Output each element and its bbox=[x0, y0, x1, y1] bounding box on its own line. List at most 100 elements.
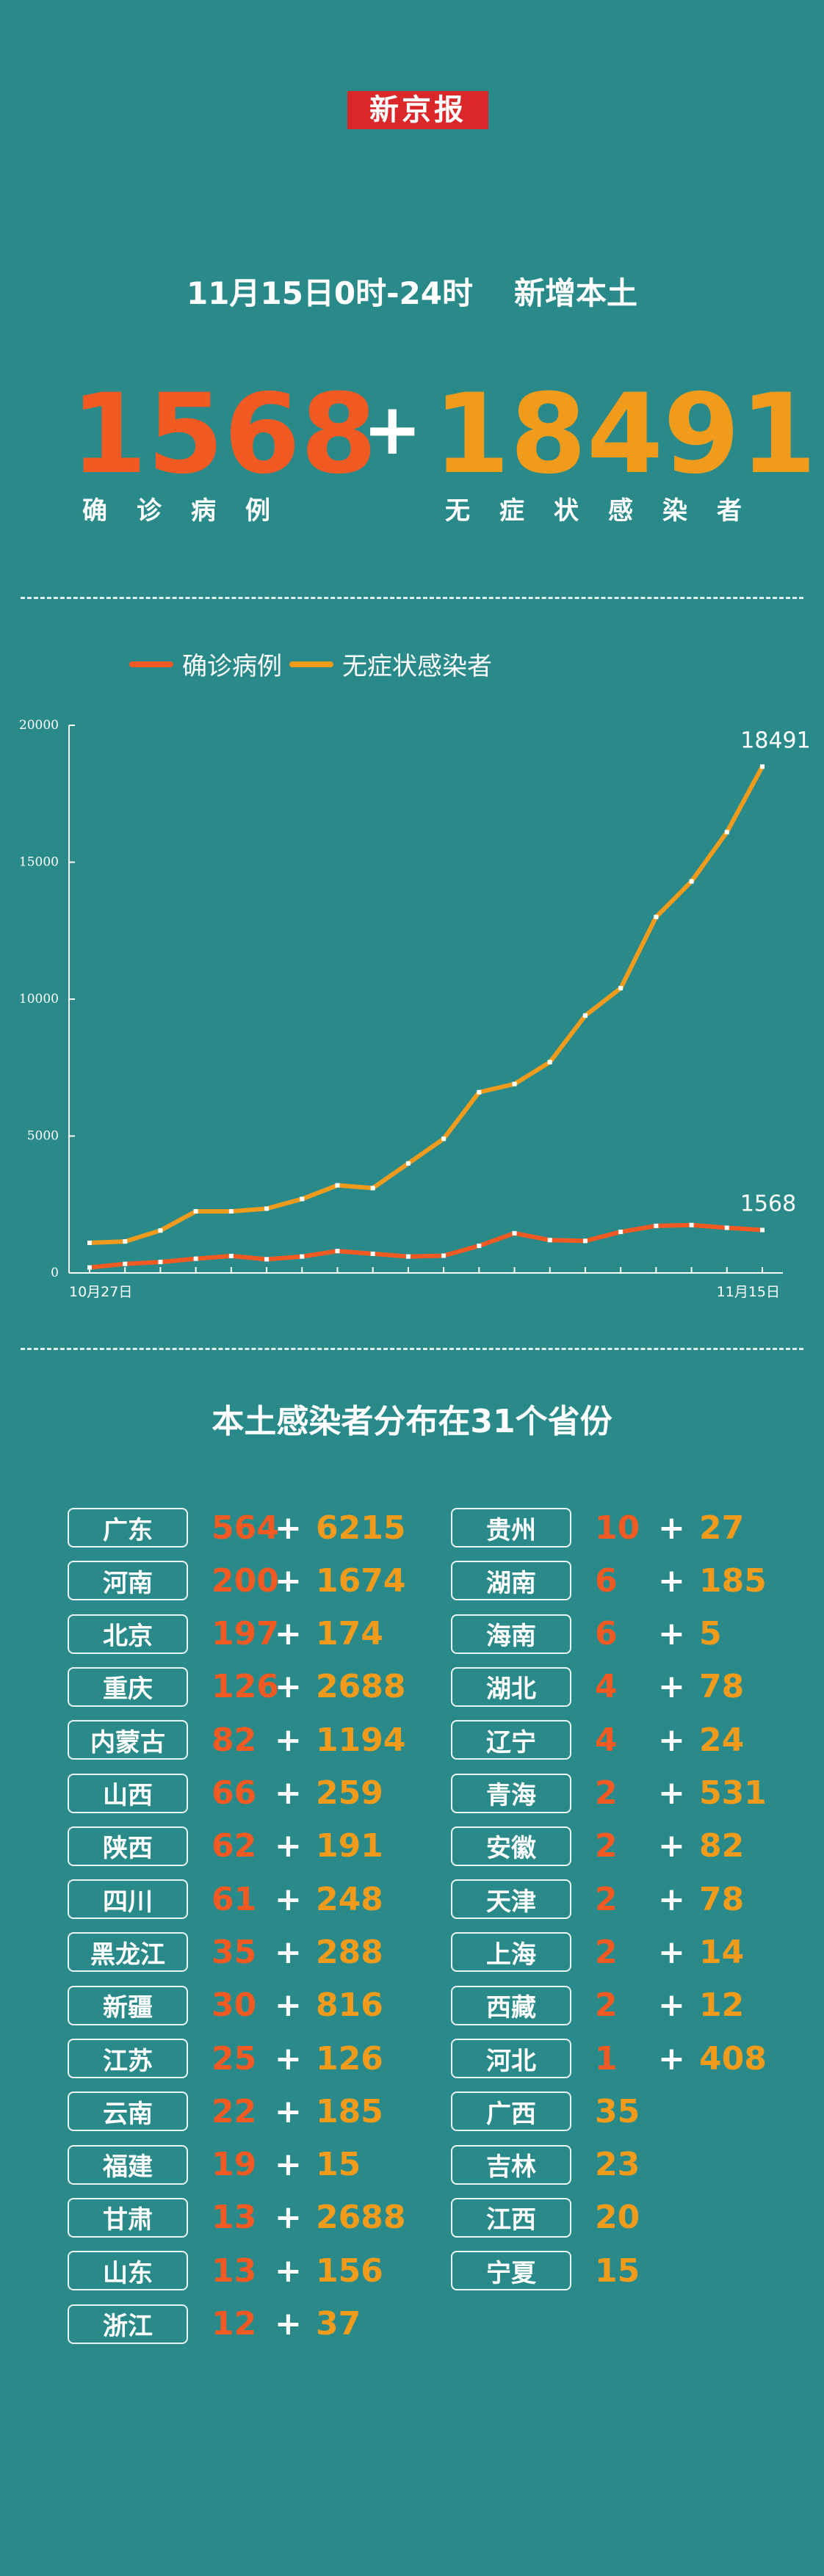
data-point bbox=[760, 764, 765, 769]
province-row: 内蒙古 82 +1194 bbox=[68, 1719, 405, 1761]
data-point bbox=[689, 879, 694, 884]
data-point bbox=[618, 1230, 624, 1235]
data-point bbox=[228, 1253, 234, 1258]
headline: 11月15日0时-24时 新增本土 bbox=[0, 269, 824, 313]
province-row: 湖北 4 +78 bbox=[451, 1666, 774, 1708]
province-name: 上海 bbox=[451, 1932, 571, 1973]
province-plus: + bbox=[275, 1561, 302, 1600]
province-plus: + bbox=[275, 2199, 302, 2237]
province-confirmed: 25 bbox=[212, 2039, 257, 2078]
province-asymptomatic: 174 bbox=[316, 1615, 383, 1653]
data-point bbox=[123, 1261, 128, 1266]
province-asymptomatic: 12 bbox=[699, 1987, 745, 2025]
province-plus: + bbox=[275, 2146, 302, 2184]
province-asymptomatic: 23 bbox=[595, 2146, 640, 2184]
data-point bbox=[724, 1225, 729, 1230]
province-asymptomatic: 259 bbox=[316, 1774, 383, 1812]
data-point bbox=[512, 1230, 517, 1236]
data-point bbox=[405, 1161, 411, 1166]
province-confirmed: 13 bbox=[212, 2199, 257, 2237]
province-confirmed: 19 bbox=[212, 2146, 257, 2184]
province-name: 安徽 bbox=[451, 1826, 571, 1866]
province-name: 辽宁 bbox=[451, 1720, 571, 1760]
province-asymptomatic: 15 bbox=[595, 2252, 640, 2290]
province-name: 西藏 bbox=[451, 1985, 571, 2025]
data-point bbox=[654, 915, 659, 920]
province-name: 海南 bbox=[451, 1614, 571, 1654]
data-point bbox=[264, 1206, 270, 1211]
province-name: 河北 bbox=[451, 2039, 571, 2078]
province-asymptomatic: 185 bbox=[316, 2092, 383, 2130]
data-point bbox=[123, 1239, 128, 1244]
data-point bbox=[300, 1254, 305, 1259]
data-point bbox=[477, 1089, 482, 1095]
province-name: 陕西 bbox=[68, 1826, 188, 1866]
headline-time: 11月15日0时-24时 bbox=[186, 275, 473, 311]
province-confirmed: 2 bbox=[595, 1987, 618, 2025]
legend-swatch-confirmed bbox=[129, 661, 173, 667]
province-row: 四川 61 +248 bbox=[68, 1878, 391, 1920]
province-name: 四川 bbox=[68, 1879, 188, 1920]
province-plus: + bbox=[658, 1721, 685, 1759]
y-tick-label: 15000 bbox=[19, 855, 59, 870]
province-asymptomatic: 14 bbox=[699, 1933, 745, 1971]
province-row: 广西 35 bbox=[451, 2090, 774, 2133]
legend-item-asymptomatic: 无症状感染者 bbox=[289, 646, 492, 682]
province-asymptomatic: 156 bbox=[316, 2252, 383, 2290]
province-row: 宁夏 15 bbox=[451, 2249, 774, 2292]
data-point bbox=[193, 1209, 198, 1214]
data-point bbox=[87, 1240, 92, 1245]
province-plus: + bbox=[658, 1509, 685, 1547]
province-row: 江苏 25 +126 bbox=[68, 2037, 391, 2080]
province-plus: + bbox=[275, 1987, 302, 2025]
province-row: 山东 13 +156 bbox=[68, 2249, 391, 2292]
province-row: 河南 200 +1674 bbox=[68, 1559, 405, 1602]
y-tick-label: 5000 bbox=[27, 1129, 59, 1144]
province-asymptomatic: 2688 bbox=[316, 2199, 406, 2237]
province-asymptomatic: 78 bbox=[699, 1668, 745, 1706]
province-asymptomatic: 6215 bbox=[316, 1509, 406, 1547]
province-confirmed: 13 bbox=[212, 2252, 257, 2290]
data-point bbox=[512, 1081, 517, 1086]
province-plus: + bbox=[658, 1827, 685, 1865]
province-confirmed: 197 bbox=[212, 1615, 279, 1653]
brand-logo: 新京报 bbox=[347, 91, 488, 129]
data-point bbox=[547, 1059, 552, 1064]
province-asymptomatic: 408 bbox=[699, 2039, 767, 2078]
province-name: 山东 bbox=[68, 2251, 188, 2291]
province-confirmed: 200 bbox=[212, 1561, 279, 1600]
data-point bbox=[370, 1251, 375, 1256]
province-name: 湖北 bbox=[451, 1666, 571, 1707]
province-name: 内蒙古 bbox=[68, 1720, 188, 1760]
province-plus: + bbox=[658, 1933, 685, 1971]
province-confirmed: 12 bbox=[212, 2305, 257, 2343]
province-plus: + bbox=[658, 1615, 685, 1653]
province-asymptomatic: 191 bbox=[316, 1827, 383, 1865]
province-row: 吉林 23 bbox=[451, 2144, 774, 2186]
province-confirmed: 82 bbox=[212, 1721, 257, 1759]
chart-legend: 确诊病例 无症状感染者 bbox=[129, 646, 499, 682]
province-row: 山西 66 +259 bbox=[68, 1772, 391, 1815]
province-name: 福建 bbox=[68, 2144, 188, 2185]
province-name: 山西 bbox=[68, 1773, 188, 1813]
province-plus: + bbox=[658, 1668, 685, 1706]
province-confirmed: 4 bbox=[595, 1668, 618, 1706]
province-plus: + bbox=[658, 1561, 685, 1600]
province-name: 新疆 bbox=[68, 1985, 188, 2025]
x-tick-label: 11月15日 bbox=[717, 1284, 780, 1300]
data-point bbox=[300, 1197, 305, 1202]
province-name: 湖南 bbox=[451, 1561, 571, 1601]
province-asymptomatic: 1674 bbox=[316, 1561, 406, 1600]
line-chart: 0 5000 10000 15000 20000 10月27日 11月15日 1568 1849… bbox=[19, 718, 811, 1300]
province-asymptomatic: 531 bbox=[699, 1774, 767, 1812]
province-asymptomatic: 5 bbox=[699, 1615, 722, 1653]
data-point bbox=[264, 1257, 270, 1262]
data-point bbox=[582, 1238, 588, 1244]
province-row: 福建 19 +15 bbox=[68, 2144, 391, 2186]
legend-label-asymptomatic: 无症状感染者 bbox=[342, 652, 492, 681]
province-name: 宁夏 bbox=[451, 2251, 571, 2291]
data-point bbox=[158, 1260, 163, 1265]
province-asymptomatic: 185 bbox=[699, 1561, 767, 1600]
data-point bbox=[370, 1186, 375, 1191]
province-name: 江西 bbox=[451, 2197, 571, 2238]
